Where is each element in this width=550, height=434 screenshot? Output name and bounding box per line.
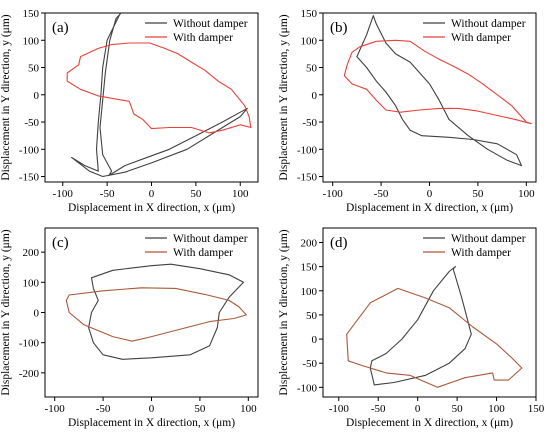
y-tick-label: -200 [19,368,40,380]
chart-panel-d: -100 -50 0 50 100 150 -100 -50 0 50 100 150 200 Displ… [278,227,545,429]
y-tick-label: 50 [306,310,318,322]
y-axis-label: Displacement in Y direction, y (μm) [278,14,290,180]
y-tick-label: 50 [306,63,318,75]
y-tick-label: 100 [23,35,40,47]
y-tick-label: -50 [24,117,39,129]
series-with-damper [65,287,247,342]
y-tick-label: 150 [301,8,318,20]
legend-label: Without damper [451,18,526,30]
y-tick-label: 0 [312,90,318,102]
y-tick-label: 50 [28,63,40,75]
x-tick-label: -100 [45,403,66,415]
y-tick-label: 0 [34,308,40,320]
x-tick-label: 50 [194,403,206,415]
x-tick-label: -100 [53,188,74,200]
y-tick-label: -100 [19,144,40,156]
x-axis-label: Displacement in X direction, x (μm) [68,417,235,429]
panel-label: (d) [330,235,348,251]
series-with-damper [343,39,532,125]
series-without-damper [71,13,248,178]
x-tick-label: 100 [232,188,249,200]
x-tick-label: -50 [371,403,386,415]
y-tick-label: -50 [302,358,317,370]
series-with-damper [346,287,523,388]
y-tick-label: 150 [23,8,40,20]
x-tick-label: 0 [149,403,155,415]
y-tick-label: -150 [297,172,318,184]
x-tick-label: 100 [518,188,535,200]
y-tick-label: 200 [301,237,318,249]
chart-panel-c: -100 -50 0 50 100 -200 -100 0 100 200 Displacement… [0,227,259,429]
y-tick-label: -100 [297,382,318,394]
series-without-damper [356,15,523,167]
panel-label: (b) [330,20,348,36]
y-tick-label: -50 [302,117,317,129]
chart-panel-b: -100 -50 0 50 100 -150 -100 -50 0 50 100 150 Displac… [278,8,537,214]
y-axis-label: Displacement in Y direction, y (μm) [0,229,12,395]
x-tick-label: -100 [323,188,344,200]
x-tick-label: 150 [528,403,545,415]
x-tick-label: -50 [100,188,115,200]
y-tick-label: 100 [23,277,40,289]
y-tick-label: 200 [23,247,40,259]
x-tick-label: 0 [415,403,421,415]
x-tick-label: -50 [96,403,111,415]
y-tick-label: 150 [301,262,318,274]
legend-label: With damper [451,32,511,44]
series-with-damper [66,42,252,134]
y-tick-label: 100 [301,35,318,47]
legend-label: Without damper [173,233,248,245]
x-tick-label: 50 [452,403,464,415]
y-tick-label: 100 [301,286,318,298]
x-tick-label: 0 [149,188,155,200]
series-without-damper [88,263,245,360]
legend-label: With damper [173,32,233,44]
x-tick-label: 50 [190,188,202,200]
legend-label: With damper [451,247,511,259]
y-tick-label: -100 [297,144,318,156]
y-axis-label: Displacement in Y direction, y (μm) [0,14,12,180]
x-tick-label: 50 [472,188,484,200]
legend-label: With damper [173,247,233,259]
x-axis-label: Displacement in X direction, x (μm) [346,202,513,214]
y-tick-label: 0 [34,90,40,102]
x-tick-label: 100 [488,403,505,415]
x-axis-label: Displacement in X direction, x (μm) [68,202,235,214]
plot-frame [322,227,537,398]
panel-label: (c) [52,235,69,251]
x-tick-label: 0 [427,188,433,200]
panel-label: (a) [52,20,69,36]
x-tick-label: -100 [329,403,350,415]
chart-panel-a: -100 -50 0 50 100 -150 -100 -50 0 50 100 150 Displac… [0,8,259,214]
x-tick-label: 100 [240,403,257,415]
legend-label: Without damper [451,233,526,245]
x-tick-label: -50 [374,188,389,200]
y-tick-label: -150 [19,172,40,184]
y-axis-label: Displecement in Y direction, y (μm) [278,229,290,395]
series-without-damper [369,266,472,386]
x-axis-label: Displecement in X direction, x (μm) [346,417,513,429]
y-tick-label: -100 [19,338,40,350]
y-tick-label: 0 [312,334,318,346]
legend-label: Without damper [173,18,248,30]
